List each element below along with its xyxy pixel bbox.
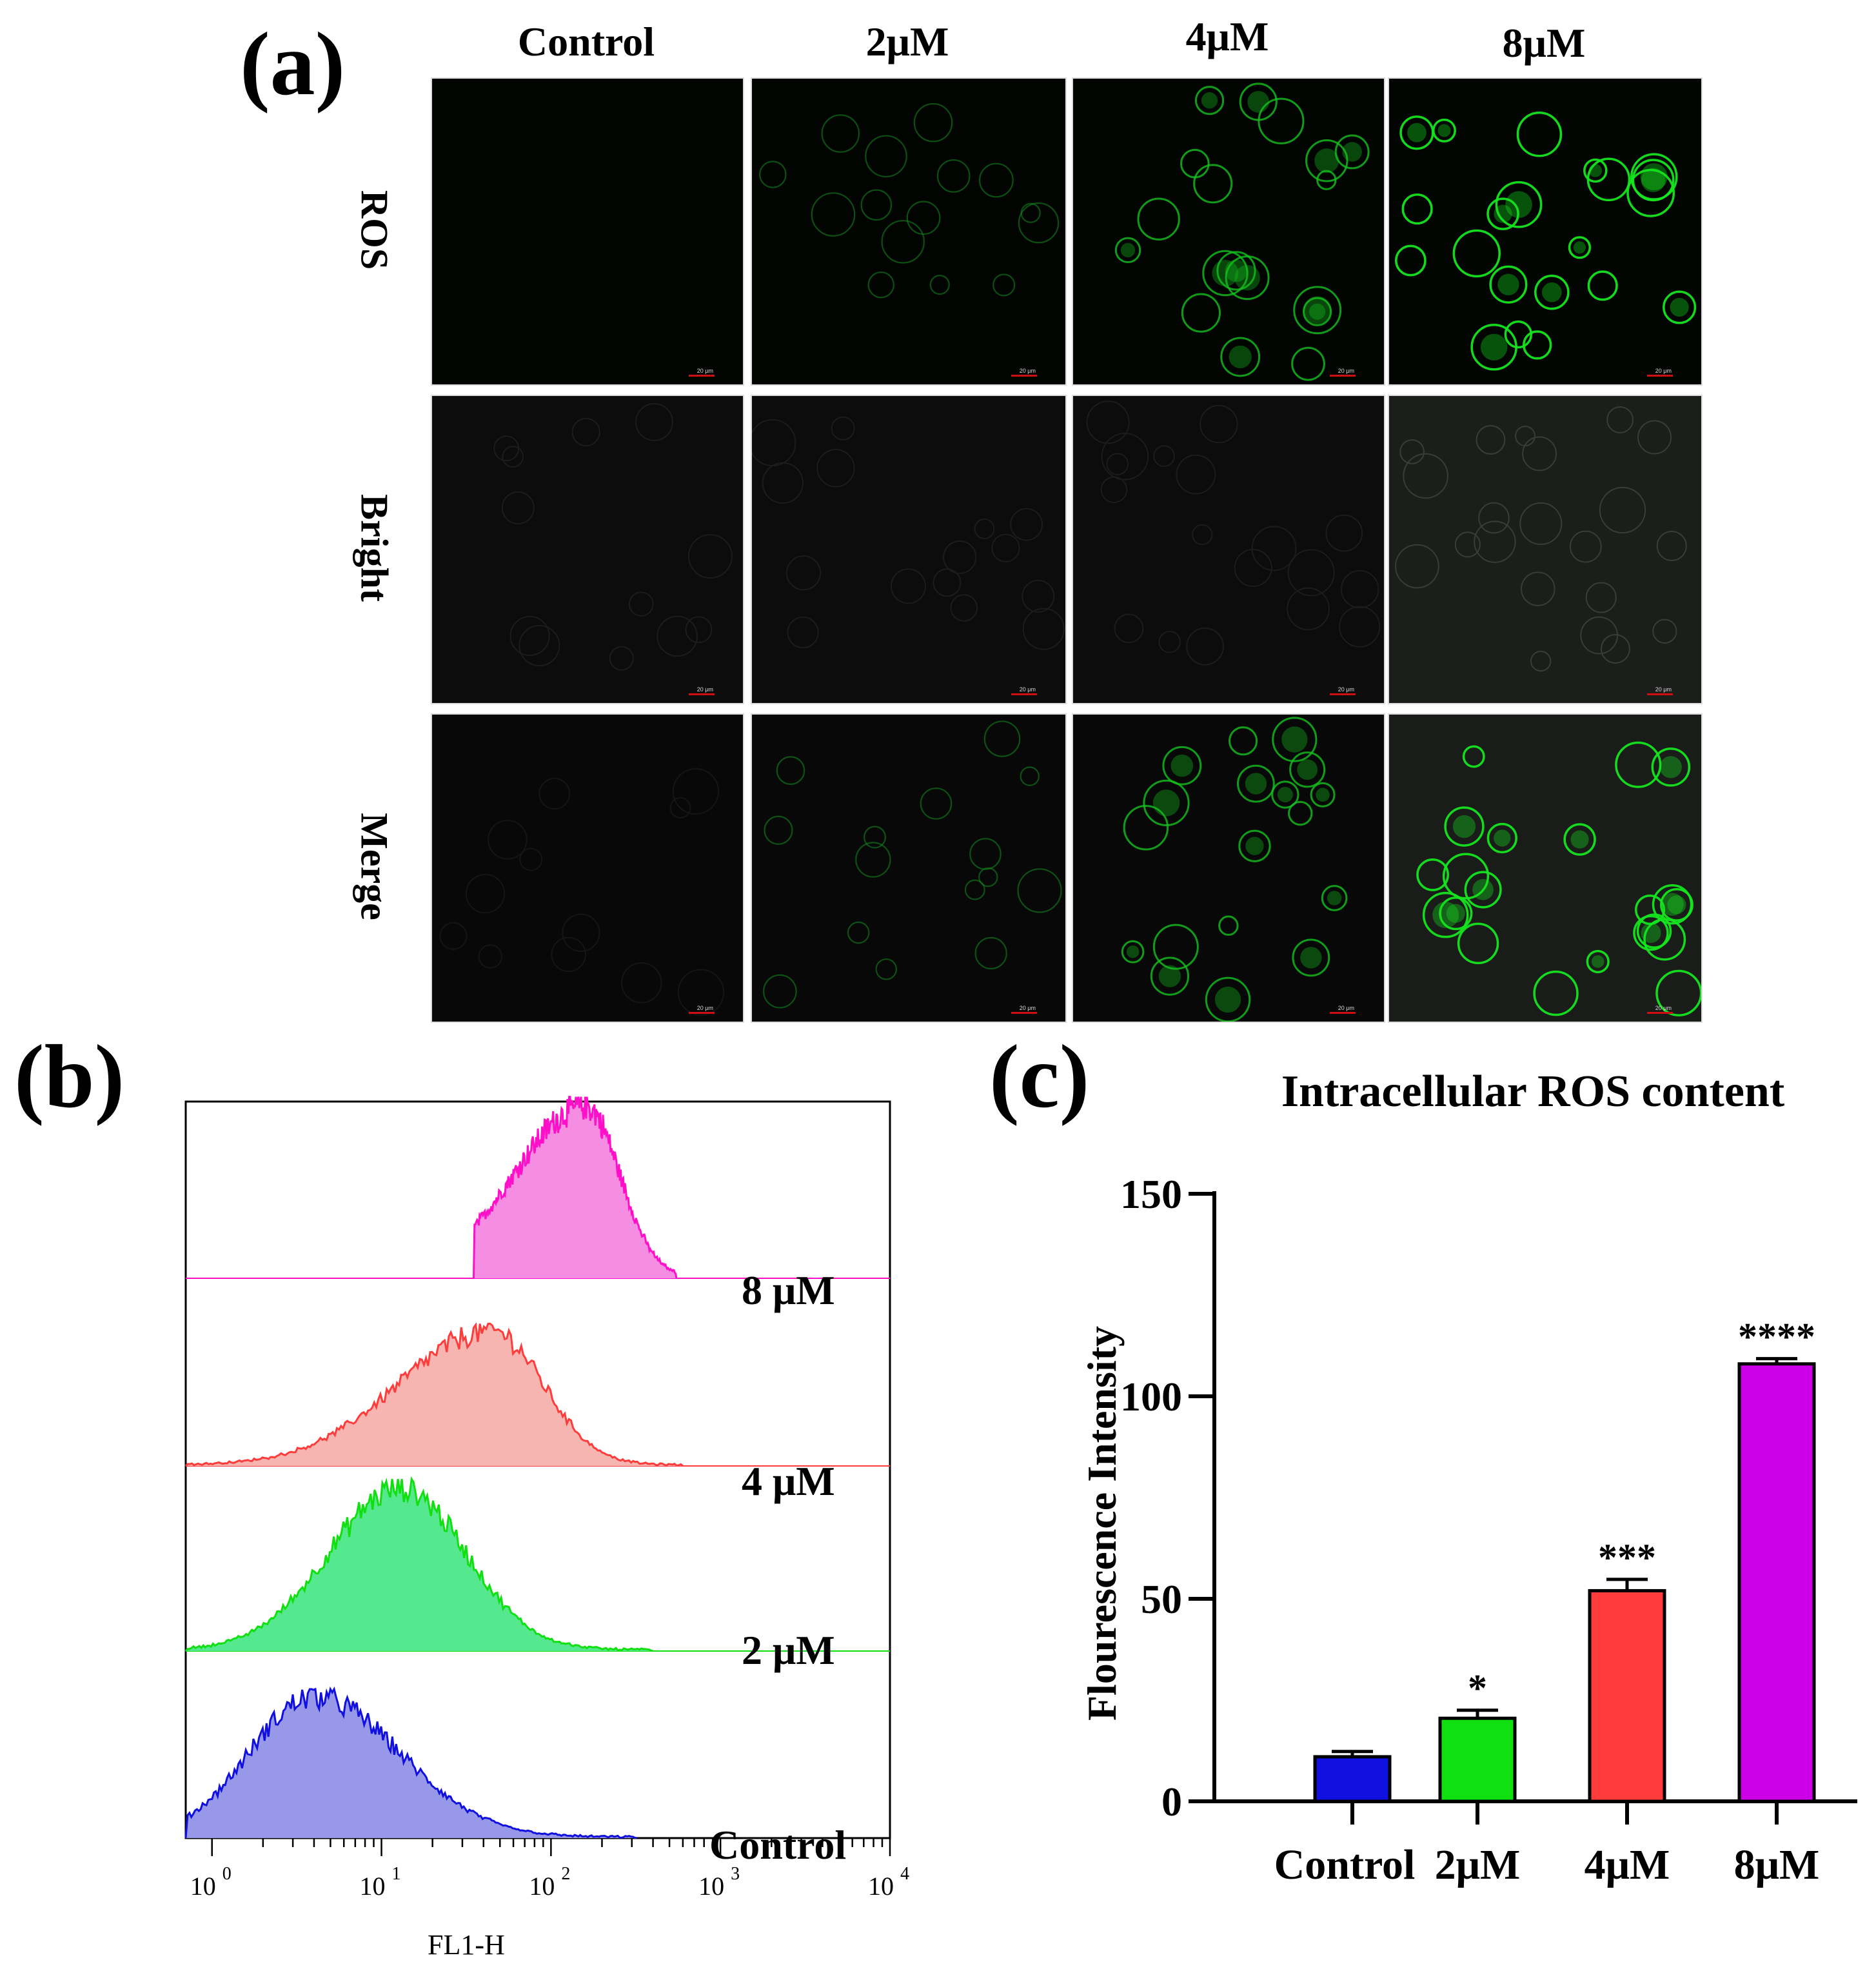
histogram-series xyxy=(184,1686,637,1839)
y-tick-label: 50 xyxy=(1141,1576,1182,1622)
histogram-line xyxy=(184,1322,684,1467)
x-axis-label: FL1-H xyxy=(428,1929,505,1961)
micrograph-bright-3: 20 μm xyxy=(1388,395,1703,704)
x-tick-label: 8μM xyxy=(1734,1841,1820,1888)
micrograph-bright-0: 20 μm xyxy=(431,395,744,704)
scale-bar-label: 20 μm xyxy=(1019,686,1036,693)
histogram-fill xyxy=(186,1323,683,1466)
x-tick-label: 4μM xyxy=(1585,1841,1670,1888)
histogram-series-label: 2 μM xyxy=(742,1627,835,1673)
x-tick-label: Control xyxy=(1274,1841,1416,1888)
histogram-fill xyxy=(473,1096,676,1278)
bar xyxy=(1588,1588,1666,1803)
significance-marker: * xyxy=(1468,1667,1487,1710)
histogram-series-label: 4 μM xyxy=(742,1458,835,1504)
scale-bar xyxy=(689,693,715,695)
scale-bar-label: 20 μm xyxy=(1338,368,1354,374)
scale-bar xyxy=(1330,693,1356,695)
histogram-series-label: 8 μM xyxy=(742,1267,835,1313)
panel-label-a: (a) xyxy=(240,14,346,114)
row-header: ROS xyxy=(353,190,396,270)
scale-bar-label: 20 μm xyxy=(1655,368,1672,374)
x-tick-label: 10 xyxy=(868,1872,894,1901)
scale-bar-label: 20 μm xyxy=(1655,1005,1672,1011)
scale-bar xyxy=(689,375,715,377)
histogram-series xyxy=(186,1096,890,1279)
scale-bar xyxy=(1011,693,1037,695)
y-axis-label: Flourescence Intensity xyxy=(1079,1326,1125,1721)
column-header: 8μM xyxy=(1502,20,1586,66)
micrograph-merge-2: 20 μm xyxy=(1072,713,1385,1023)
x-tick-label: 10 xyxy=(529,1872,555,1901)
panel-label-b: (b) xyxy=(14,1027,125,1127)
histogram-line xyxy=(184,1686,637,1839)
scale-bar xyxy=(1011,375,1037,377)
panel-label-c: (c) xyxy=(989,1027,1090,1127)
micrograph-merge-0: 20 μm xyxy=(431,713,744,1023)
x-tick-exponent: 2 xyxy=(561,1864,570,1884)
row-header: Bright xyxy=(353,494,396,602)
bar xyxy=(1438,1716,1517,1803)
scale-bar-label: 20 μm xyxy=(1338,686,1354,693)
histogram-line xyxy=(184,1476,654,1652)
scale-bar-label: 20 μm xyxy=(1019,1005,1036,1011)
x-tick-exponent: 3 xyxy=(731,1864,740,1884)
scale-bar xyxy=(1647,1012,1673,1014)
histogram-series xyxy=(184,1322,890,1467)
scale-bar-label: 20 μm xyxy=(696,686,713,693)
significance-marker: **** xyxy=(1738,1316,1815,1358)
bar xyxy=(1313,1755,1392,1803)
chart-title: Intracellular ROS content xyxy=(1281,1067,1784,1116)
scale-bar-label: 20 μm xyxy=(1655,686,1672,693)
scale-bar xyxy=(1330,1012,1356,1014)
x-tick-exponent: 0 xyxy=(222,1864,232,1884)
scale-bar-label: 20 μm xyxy=(696,1005,713,1011)
flow-histogram-chart: 8 μM 4 μM 2 μM Control 10 0 10 1 10 2 10 3 10 4 FL1-H xyxy=(184,1096,909,1961)
histogram-fill xyxy=(186,1689,637,1838)
micrograph-ros-2: 20 μm xyxy=(1072,77,1385,386)
histogram-series-label: Control xyxy=(709,1822,846,1868)
x-tick-label: 2μM xyxy=(1435,1841,1521,1888)
histogram-fill xyxy=(186,1479,653,1651)
column-header: 4μM xyxy=(1185,14,1269,59)
x-tick-exponent: 4 xyxy=(900,1864,909,1884)
y-tick-label: 150 xyxy=(1120,1171,1182,1217)
scale-bar xyxy=(1011,1012,1037,1014)
y-tick-label: 0 xyxy=(1161,1779,1182,1825)
scale-bar xyxy=(1647,375,1673,377)
column-header: Control xyxy=(517,19,655,64)
scale-bar xyxy=(1647,693,1673,695)
significance-marker: *** xyxy=(1598,1536,1656,1579)
x-tick-label: 10 xyxy=(190,1872,216,1901)
micrograph-merge-1: 20 μm xyxy=(751,713,1067,1023)
bar xyxy=(1737,1362,1816,1803)
y-tick-label: 100 xyxy=(1120,1374,1182,1420)
micrograph-ros-3: 20 μm xyxy=(1388,77,1703,386)
micrograph-merge-3: 20 μm xyxy=(1388,713,1703,1023)
x-tick-exponent: 1 xyxy=(392,1864,401,1884)
scale-bar-label: 20 μm xyxy=(1338,1005,1354,1011)
micrograph-ros-0: 20 μm xyxy=(431,77,744,386)
scale-bar-label: 20 μm xyxy=(1019,368,1036,374)
micrograph-ros-1: 20 μm xyxy=(751,77,1067,386)
micrograph-bright-2: 20 μm xyxy=(1072,395,1385,704)
x-tick-label: 10 xyxy=(698,1872,724,1901)
scale-bar xyxy=(1330,375,1356,377)
scale-bar xyxy=(689,1012,715,1014)
histogram-line xyxy=(473,1096,678,1279)
histogram-series xyxy=(184,1476,890,1652)
column-header: 2μM xyxy=(865,19,949,64)
x-tick-label: 10 xyxy=(360,1872,386,1901)
ros-bar-chart: Intracellular ROS content 0 50 100 150 Floure… xyxy=(1079,1067,1857,1888)
micrograph-bright-1: 20 μm xyxy=(751,395,1067,704)
row-header: Merge xyxy=(353,813,396,920)
scale-bar-label: 20 μm xyxy=(696,368,713,374)
